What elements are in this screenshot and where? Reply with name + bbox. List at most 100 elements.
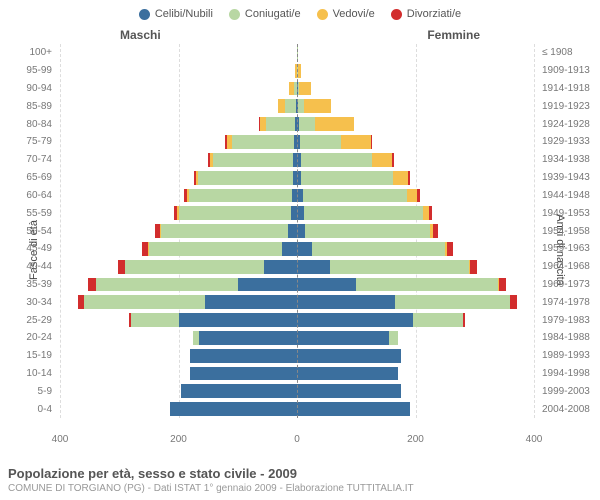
age-label: 90-94 — [0, 80, 56, 98]
female-bar — [297, 278, 534, 292]
bar-segment — [301, 153, 372, 167]
bar-segment — [463, 313, 465, 327]
bar-segment — [300, 135, 341, 149]
female-bar — [297, 367, 534, 381]
x-tick: 0 — [294, 434, 300, 445]
bar-segment — [312, 242, 445, 256]
legend-label: Celibi/Nubili — [155, 8, 213, 20]
female-bar — [297, 171, 534, 185]
pyramid-row — [60, 365, 534, 383]
legend-item: Vedovi/e — [317, 8, 375, 20]
bar-segment — [470, 260, 477, 274]
male-bar — [60, 189, 297, 203]
bar-segment — [131, 313, 178, 327]
legend-swatch — [139, 9, 150, 20]
bar-segment — [181, 384, 297, 398]
y-axis-year-labels: ≤ 19081909-19131914-19181919-19231924-19… — [538, 44, 600, 418]
bar-segment — [303, 189, 407, 203]
legend: Celibi/NubiliConiugati/eVedovi/eDivorzia… — [0, 0, 600, 24]
bar-segment — [179, 313, 298, 327]
x-tick: 400 — [52, 434, 69, 445]
female-bar — [297, 349, 534, 363]
age-label: 55-59 — [0, 204, 56, 222]
bar-segment — [417, 189, 420, 203]
male-bar — [60, 117, 297, 131]
bar-segment — [297, 46, 298, 60]
year-label: 1999-2003 — [538, 382, 600, 400]
male-bar — [60, 46, 297, 60]
year-label: 1989-1993 — [538, 347, 600, 365]
female-bar — [297, 384, 534, 398]
bar-segment — [305, 224, 429, 238]
female-bar — [297, 402, 534, 416]
age-label: 15-19 — [0, 347, 56, 365]
male-bar — [60, 99, 297, 113]
female-bar — [297, 99, 534, 113]
age-label: 100+ — [0, 44, 56, 62]
plot-area — [60, 44, 534, 434]
pyramid-row — [60, 258, 534, 276]
bar-segment — [393, 171, 408, 185]
age-label: 35-39 — [0, 276, 56, 294]
chart-footer: Popolazione per età, sesso e stato civil… — [8, 466, 592, 494]
pyramid-row — [60, 276, 534, 294]
female-bar — [297, 64, 534, 78]
bar-segment — [499, 278, 506, 292]
bar-segment — [282, 242, 297, 256]
bar-segment — [213, 153, 293, 167]
bar-segment — [433, 224, 438, 238]
pyramid-row — [60, 62, 534, 80]
male-bar — [60, 153, 297, 167]
bar-segment — [297, 331, 389, 345]
bar-segment — [304, 99, 331, 113]
female-bar — [297, 206, 534, 220]
bar-segment — [118, 260, 125, 274]
bar-segment — [297, 402, 410, 416]
female-bar — [297, 82, 534, 96]
year-label: 1959-1963 — [538, 240, 600, 258]
age-label: 50-54 — [0, 222, 56, 240]
bar-segment — [304, 206, 423, 220]
male-bar — [60, 367, 297, 381]
female-bar — [297, 46, 534, 60]
age-label: 10-14 — [0, 365, 56, 383]
pyramid-row — [60, 329, 534, 347]
bar-segment — [297, 367, 398, 381]
female-bar — [297, 135, 534, 149]
age-label: 70-74 — [0, 151, 56, 169]
chart-title: Popolazione per età, sesso e stato civil… — [8, 466, 592, 481]
bar-segment — [330, 260, 469, 274]
year-label: 1954-1958 — [538, 222, 600, 240]
population-pyramid-chart: Celibi/NubiliConiugati/eVedovi/eDivorzia… — [0, 0, 600, 500]
female-bar — [297, 331, 534, 345]
age-label: 85-89 — [0, 97, 56, 115]
bar-segment — [297, 313, 413, 327]
pyramid-row — [60, 204, 534, 222]
bar-segment — [392, 153, 393, 167]
bar-segment — [149, 242, 282, 256]
bar-segment — [298, 64, 301, 78]
year-label: 1944-1948 — [538, 187, 600, 205]
legend-swatch — [229, 9, 240, 20]
year-label: 1949-1953 — [538, 204, 600, 222]
bar-segment — [190, 349, 297, 363]
pyramid-row — [60, 80, 534, 98]
male-bar — [60, 206, 297, 220]
bar-segment — [389, 331, 398, 345]
legend-label: Divorziati/e — [407, 8, 461, 20]
pyramid-row — [60, 347, 534, 365]
male-bar — [60, 278, 297, 292]
pyramid-row — [60, 44, 534, 62]
bar-segment — [266, 117, 296, 131]
year-label: 1984-1988 — [538, 329, 600, 347]
male-bar — [60, 224, 297, 238]
bar-segment — [198, 171, 293, 185]
female-bar — [297, 224, 534, 238]
bar-segment — [297, 242, 312, 256]
bar-segment — [372, 153, 393, 167]
pyramid-row — [60, 222, 534, 240]
bar-segment — [285, 99, 296, 113]
male-bar — [60, 313, 297, 327]
y-axis-age-labels: 100+95-9990-9485-8980-8475-7970-7465-696… — [0, 44, 56, 418]
bar-segment — [413, 313, 463, 327]
